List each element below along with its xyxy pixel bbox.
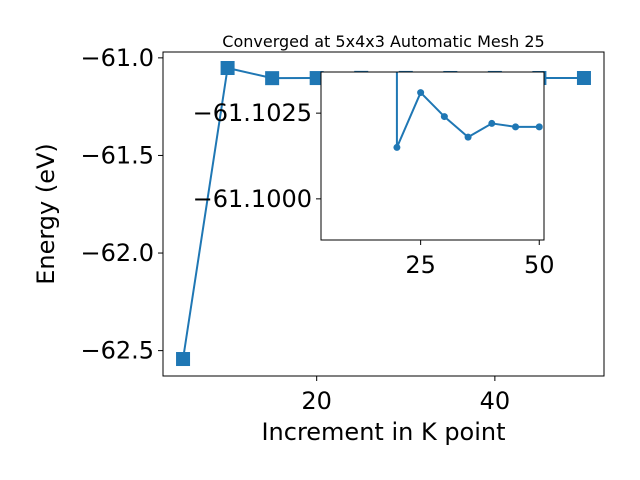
main-y-tick-label: −62.0 (80, 239, 154, 267)
inset-x-tick-label: 25 (405, 251, 436, 279)
inset-plot-background (321, 72, 544, 240)
inset-plot-group: 25 50 −61.1025 −61.1000 (193, 71, 555, 279)
inset-y-tick-label: −61.1025 (193, 99, 312, 127)
main-data-point (220, 61, 235, 76)
main-plot-frame (162, 51, 605, 377)
main-data-point (265, 71, 280, 86)
inset-data-point (440, 113, 448, 121)
main-data-point (309, 71, 324, 86)
inset-series-line (395, 72, 540, 149)
main-x-tick-label: 40 (480, 387, 511, 415)
inset-data-point (393, 143, 401, 151)
inset-data-point (512, 123, 520, 131)
inset-data-point (464, 133, 472, 141)
inset-data-point (488, 119, 496, 127)
main-x-tick-label: 20 (301, 387, 332, 415)
y-axis-label: Energy (eV) (32, 143, 60, 285)
inset-data-point (535, 123, 543, 131)
inset-data-point (417, 89, 425, 97)
main-y-tick-label: −62.5 (80, 337, 154, 365)
inset-series (393, 72, 543, 151)
main-data-point (176, 352, 191, 367)
chart-title: Converged at 5x4x3 Automatic Mesh 25 (222, 32, 544, 51)
x-axis-label: Increment in K point (261, 418, 505, 446)
inset-plot-frame (320, 71, 545, 241)
main-y-tick-label: −61.0 (80, 44, 154, 72)
inset-y-tick-label: −61.1000 (193, 185, 312, 213)
inset-x-tick-label: 50 (524, 251, 555, 279)
main-y-tick-label: −61.5 (80, 141, 154, 169)
main-data-point (576, 70, 591, 85)
